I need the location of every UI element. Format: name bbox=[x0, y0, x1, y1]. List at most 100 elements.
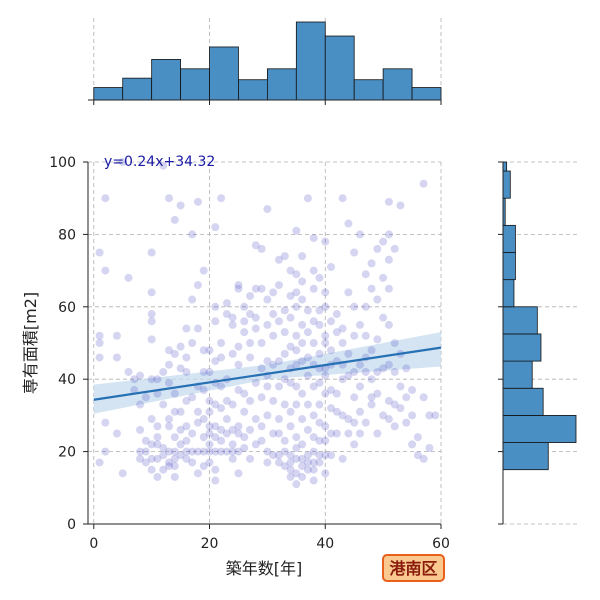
x-tick-label: 0 bbox=[89, 536, 98, 552]
scatter-point bbox=[390, 244, 399, 253]
scatter-point bbox=[309, 476, 318, 485]
scatter-point bbox=[280, 349, 289, 358]
scatter-point bbox=[170, 407, 179, 416]
scatter-point bbox=[170, 433, 179, 442]
scatter-point bbox=[257, 339, 266, 347]
scatter-point bbox=[355, 429, 364, 438]
scatter-point bbox=[286, 465, 295, 474]
scatter-point bbox=[165, 194, 174, 203]
scatter-point bbox=[350, 440, 359, 449]
scatter-point bbox=[246, 425, 255, 434]
scatter-point bbox=[222, 429, 231, 438]
scatter-point bbox=[188, 447, 197, 456]
scatter-point bbox=[274, 281, 283, 290]
scatter-point bbox=[303, 465, 312, 474]
scatter-point bbox=[355, 407, 364, 416]
scatter-point bbox=[217, 425, 226, 434]
scatter-point bbox=[280, 252, 289, 261]
scatter-point bbox=[274, 429, 283, 438]
scatter-point bbox=[263, 458, 272, 467]
scatter-point bbox=[309, 433, 318, 442]
y-tick-label: 60 bbox=[58, 300, 76, 316]
scatter-point bbox=[303, 451, 312, 460]
scatter-point bbox=[292, 443, 301, 452]
right-histogram-bar bbox=[502, 252, 516, 281]
scatter-point bbox=[292, 382, 301, 391]
top-histogram-bar bbox=[353, 79, 384, 101]
scatter-point bbox=[141, 393, 150, 402]
scatter-point bbox=[332, 389, 341, 398]
scatter-point bbox=[188, 458, 197, 467]
scatter-point bbox=[269, 288, 278, 297]
scatter-point bbox=[257, 422, 266, 431]
scatter-point bbox=[303, 458, 312, 467]
scatter-point bbox=[274, 317, 283, 326]
scatter-point bbox=[147, 465, 156, 474]
scatter-point bbox=[338, 339, 347, 347]
scatter-point bbox=[321, 331, 330, 340]
scatter-point bbox=[332, 407, 341, 416]
scatter-point bbox=[274, 357, 283, 366]
scatter-point bbox=[280, 462, 289, 471]
scatter-point bbox=[402, 393, 411, 402]
scatter-point bbox=[199, 346, 208, 355]
scatter-point bbox=[373, 335, 382, 344]
scatter-point bbox=[309, 284, 318, 293]
scatter-point bbox=[170, 447, 179, 456]
scatter-point bbox=[188, 339, 197, 347]
scatter-point bbox=[153, 472, 162, 481]
scatter-point bbox=[309, 317, 318, 326]
scatter-point bbox=[431, 411, 440, 420]
scatter-point bbox=[384, 415, 393, 424]
scatter-point bbox=[170, 472, 179, 481]
scatter-point bbox=[182, 436, 191, 445]
scatter-point bbox=[408, 386, 417, 395]
scatter-point bbox=[199, 415, 208, 424]
scatter-point bbox=[147, 415, 156, 424]
scatter-point bbox=[199, 462, 208, 471]
right-histogram-bar bbox=[502, 170, 511, 199]
scatter-point bbox=[228, 320, 237, 329]
scatter-point bbox=[211, 400, 220, 409]
scatter-point bbox=[251, 378, 260, 387]
scatter-point bbox=[384, 284, 393, 293]
scatter-point bbox=[286, 378, 295, 387]
scatter-point bbox=[234, 342, 243, 351]
scatter-point bbox=[402, 364, 411, 373]
scatter-point bbox=[361, 367, 370, 376]
y-axis-label: 専有面積[m2] bbox=[21, 292, 40, 394]
scatter-point bbox=[402, 418, 411, 427]
scatter-point bbox=[350, 418, 359, 427]
scatter-point bbox=[246, 291, 255, 300]
scatter-point bbox=[321, 422, 330, 431]
scatter-point bbox=[222, 299, 231, 308]
scatter-point bbox=[257, 244, 266, 253]
scatter-point bbox=[355, 320, 364, 329]
scatter-point bbox=[379, 313, 388, 322]
scatter-point bbox=[332, 429, 341, 438]
scatter-point bbox=[182, 324, 191, 333]
scatter-point bbox=[95, 353, 104, 362]
x-tick-label: 60 bbox=[432, 536, 450, 552]
scatter-point bbox=[280, 400, 289, 409]
scatter-point bbox=[292, 302, 301, 311]
scatter-point bbox=[263, 357, 272, 366]
scatter-point bbox=[251, 324, 260, 333]
scatter-point bbox=[315, 320, 324, 329]
scatter-point bbox=[222, 415, 231, 424]
top-histogram-bar bbox=[122, 77, 153, 101]
scatter-point bbox=[327, 451, 336, 460]
scatter-point bbox=[292, 433, 301, 442]
scatter-point bbox=[425, 411, 434, 420]
scatter-point bbox=[176, 440, 185, 449]
scatter-point bbox=[228, 425, 237, 434]
scatter-point bbox=[211, 302, 220, 311]
scatter-point bbox=[419, 454, 428, 463]
scatter-point bbox=[379, 364, 388, 373]
scatter-point bbox=[136, 454, 145, 463]
scatter-point bbox=[211, 357, 220, 366]
scatter-point bbox=[332, 310, 341, 319]
scatter-point bbox=[193, 418, 202, 427]
scatter-point bbox=[165, 458, 174, 467]
